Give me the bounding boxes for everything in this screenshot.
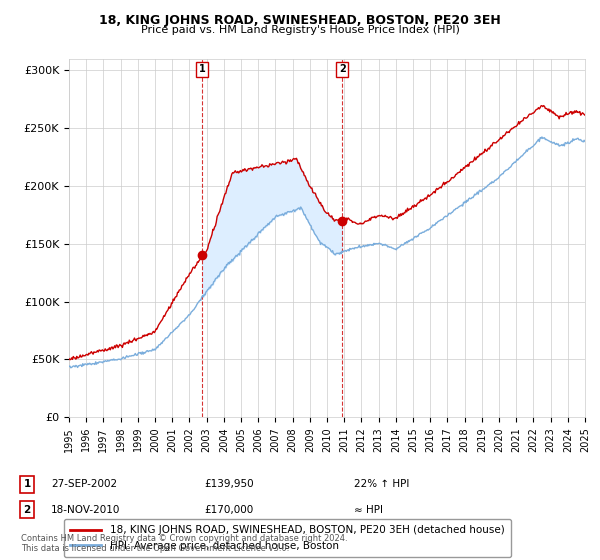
Text: 2: 2: [339, 64, 346, 74]
Text: ≈ HPI: ≈ HPI: [354, 505, 383, 515]
Text: £170,000: £170,000: [204, 505, 253, 515]
Text: 18-NOV-2010: 18-NOV-2010: [51, 505, 121, 515]
Text: 1: 1: [199, 64, 206, 74]
Text: £139,950: £139,950: [204, 479, 254, 489]
Text: 2: 2: [23, 505, 31, 515]
Text: 18, KING JOHNS ROAD, SWINESHEAD, BOSTON, PE20 3EH: 18, KING JOHNS ROAD, SWINESHEAD, BOSTON,…: [99, 14, 501, 27]
Text: Price paid vs. HM Land Registry's House Price Index (HPI): Price paid vs. HM Land Registry's House …: [140, 25, 460, 35]
Text: 27-SEP-2002: 27-SEP-2002: [51, 479, 117, 489]
Text: 1: 1: [23, 479, 31, 489]
Text: Contains HM Land Registry data © Crown copyright and database right 2024.
This d: Contains HM Land Registry data © Crown c…: [21, 534, 347, 553]
Text: 22% ↑ HPI: 22% ↑ HPI: [354, 479, 409, 489]
Legend: 18, KING JOHNS ROAD, SWINESHEAD, BOSTON, PE20 3EH (detached house), HPI: Average: 18, KING JOHNS ROAD, SWINESHEAD, BOSTON,…: [64, 519, 511, 557]
